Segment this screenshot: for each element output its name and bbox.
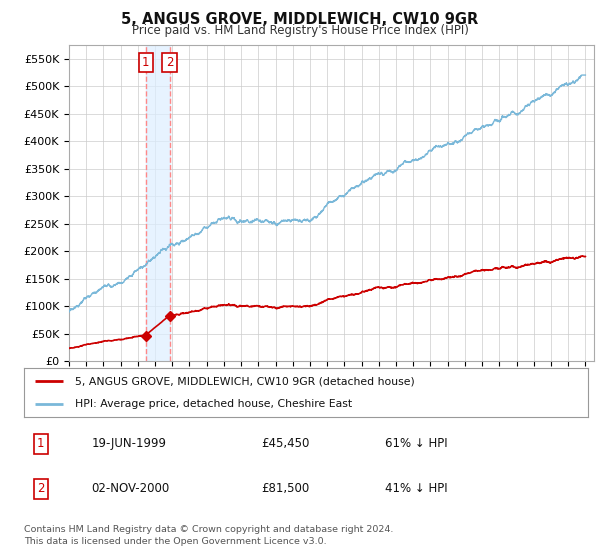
Text: 61% ↓ HPI: 61% ↓ HPI [385, 437, 448, 450]
Text: 2: 2 [166, 56, 173, 69]
Text: 1: 1 [37, 437, 44, 450]
Text: HPI: Average price, detached house, Cheshire East: HPI: Average price, detached house, Ches… [75, 399, 352, 409]
Text: 5, ANGUS GROVE, MIDDLEWICH, CW10 9GR: 5, ANGUS GROVE, MIDDLEWICH, CW10 9GR [121, 12, 479, 27]
Text: 41% ↓ HPI: 41% ↓ HPI [385, 482, 448, 495]
Text: Price paid vs. HM Land Registry's House Price Index (HPI): Price paid vs. HM Land Registry's House … [131, 24, 469, 37]
Text: Contains HM Land Registry data © Crown copyright and database right 2024.
This d: Contains HM Land Registry data © Crown c… [24, 525, 394, 546]
Text: 1: 1 [142, 56, 149, 69]
Text: £81,500: £81,500 [261, 482, 309, 495]
Bar [146, 45, 170, 361]
Text: 5, ANGUS GROVE, MIDDLEWICH, CW10 9GR (detached house): 5, ANGUS GROVE, MIDDLEWICH, CW10 9GR (de… [75, 376, 415, 386]
Text: 19-JUN-1999: 19-JUN-1999 [92, 437, 167, 450]
Text: 02-NOV-2000: 02-NOV-2000 [92, 482, 170, 495]
Text: 2: 2 [37, 482, 44, 495]
Text: £45,450: £45,450 [261, 437, 309, 450]
